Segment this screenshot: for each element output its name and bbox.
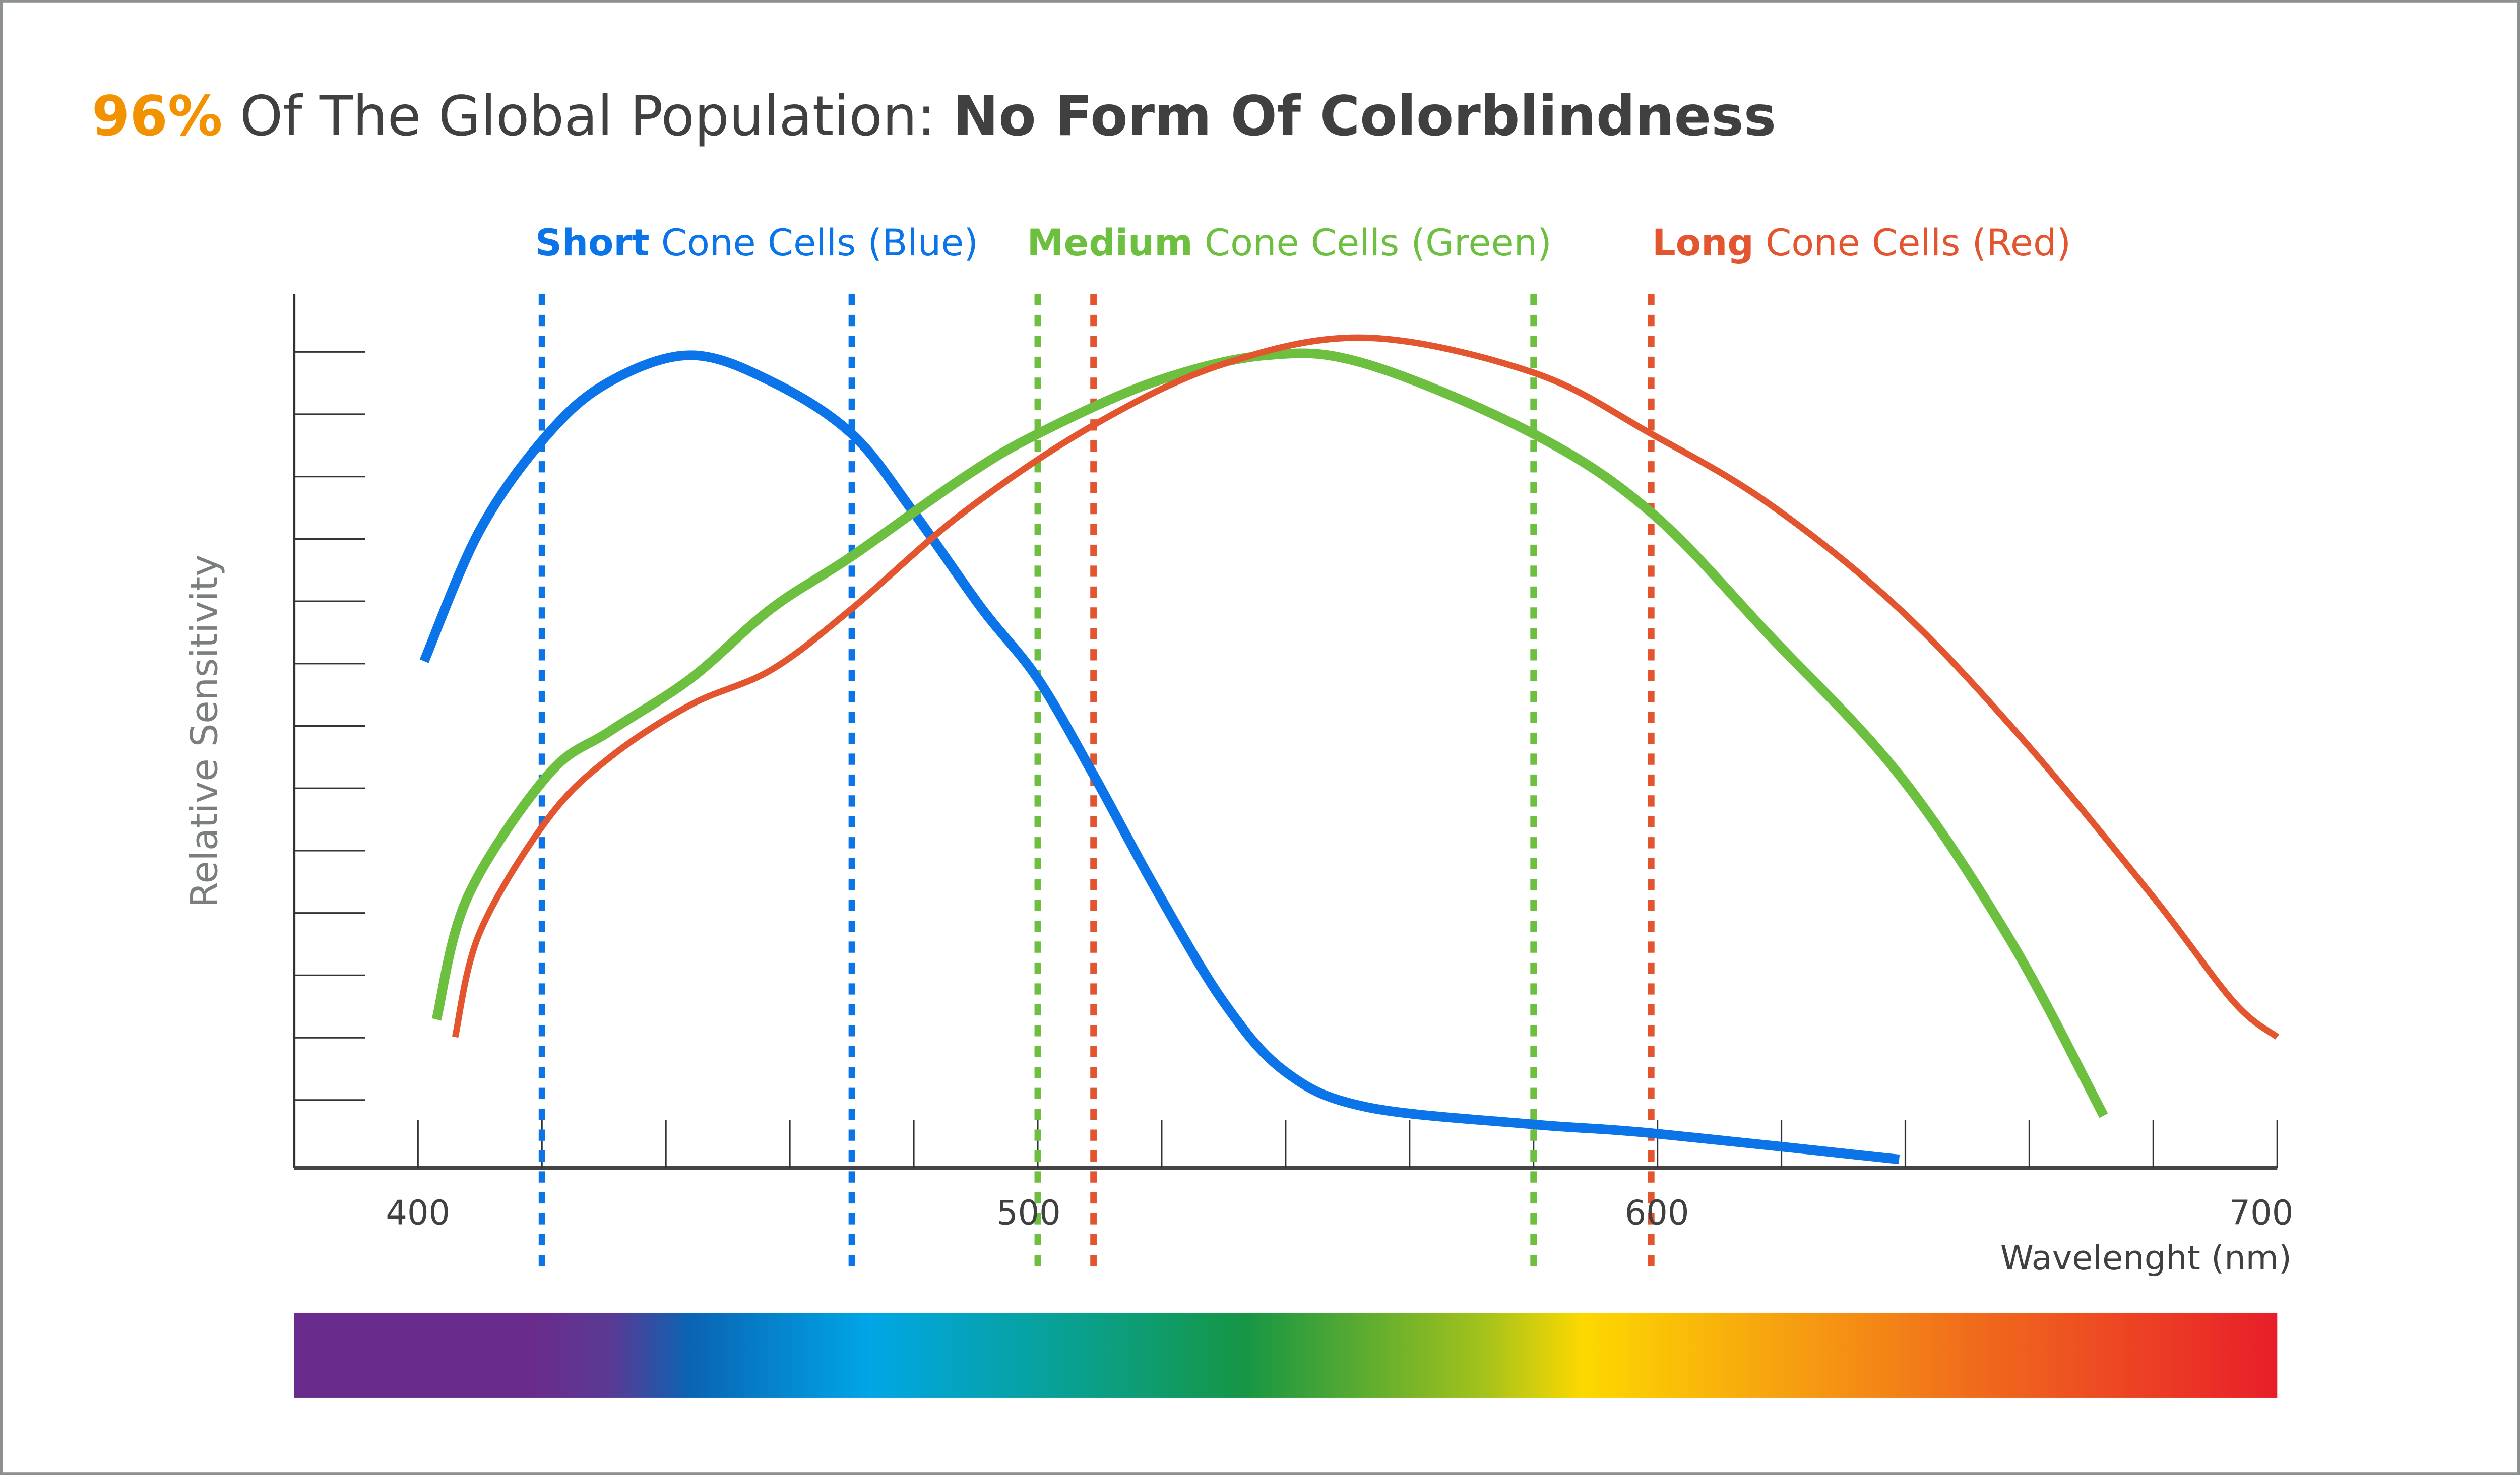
curves (419, 334, 2280, 1165)
legend-long-rest: Cone Cells (Red) (1754, 222, 2071, 265)
legend-short-rest: Cone Cells (Blue) (650, 222, 978, 265)
legend-item-long: Long Cone Cells (Red) (1652, 222, 2071, 265)
title-bold: No Form Of Colorblindness (953, 84, 1777, 148)
axes (293, 294, 2278, 1170)
legend-short-bold: Short (535, 222, 650, 265)
legend-item-short: Short Cone Cells (Blue) (535, 222, 978, 265)
title-middle: Of The Global Population: (222, 84, 953, 148)
y-axis-label: Relative Sensitivity (183, 554, 226, 908)
legend-medium-rest: Cone Cells (Green) (1193, 222, 1552, 265)
title-highlight: 96% (92, 84, 222, 148)
chart-title: 96% Of The Global Population: No Form Of… (92, 84, 1776, 148)
series-line-medium (431, 348, 2108, 1118)
x-tick-labels: 400 500 600 700 (386, 1193, 2293, 1233)
legend-long-bold: Long (1652, 222, 1754, 265)
legend-item-medium: Medium Cone Cells (Green) (1027, 222, 1552, 265)
x-tick-label-600: 600 (1625, 1193, 1689, 1233)
x-tick-label-700: 700 (2229, 1193, 2294, 1233)
x-tick-label-400: 400 (386, 1193, 450, 1233)
visible-spectrum-bar (294, 1312, 2278, 1398)
series-line-long (452, 334, 2280, 1040)
legend: Short Cone Cells (Blue) Medium Cone Cell… (535, 222, 2071, 265)
series-line-short (419, 350, 1900, 1165)
x-axis-label: Wavelenght (nm) (2000, 1238, 2292, 1277)
legend-medium-bold: Medium (1027, 222, 1193, 265)
x-tick-label-500: 500 (996, 1193, 1061, 1233)
